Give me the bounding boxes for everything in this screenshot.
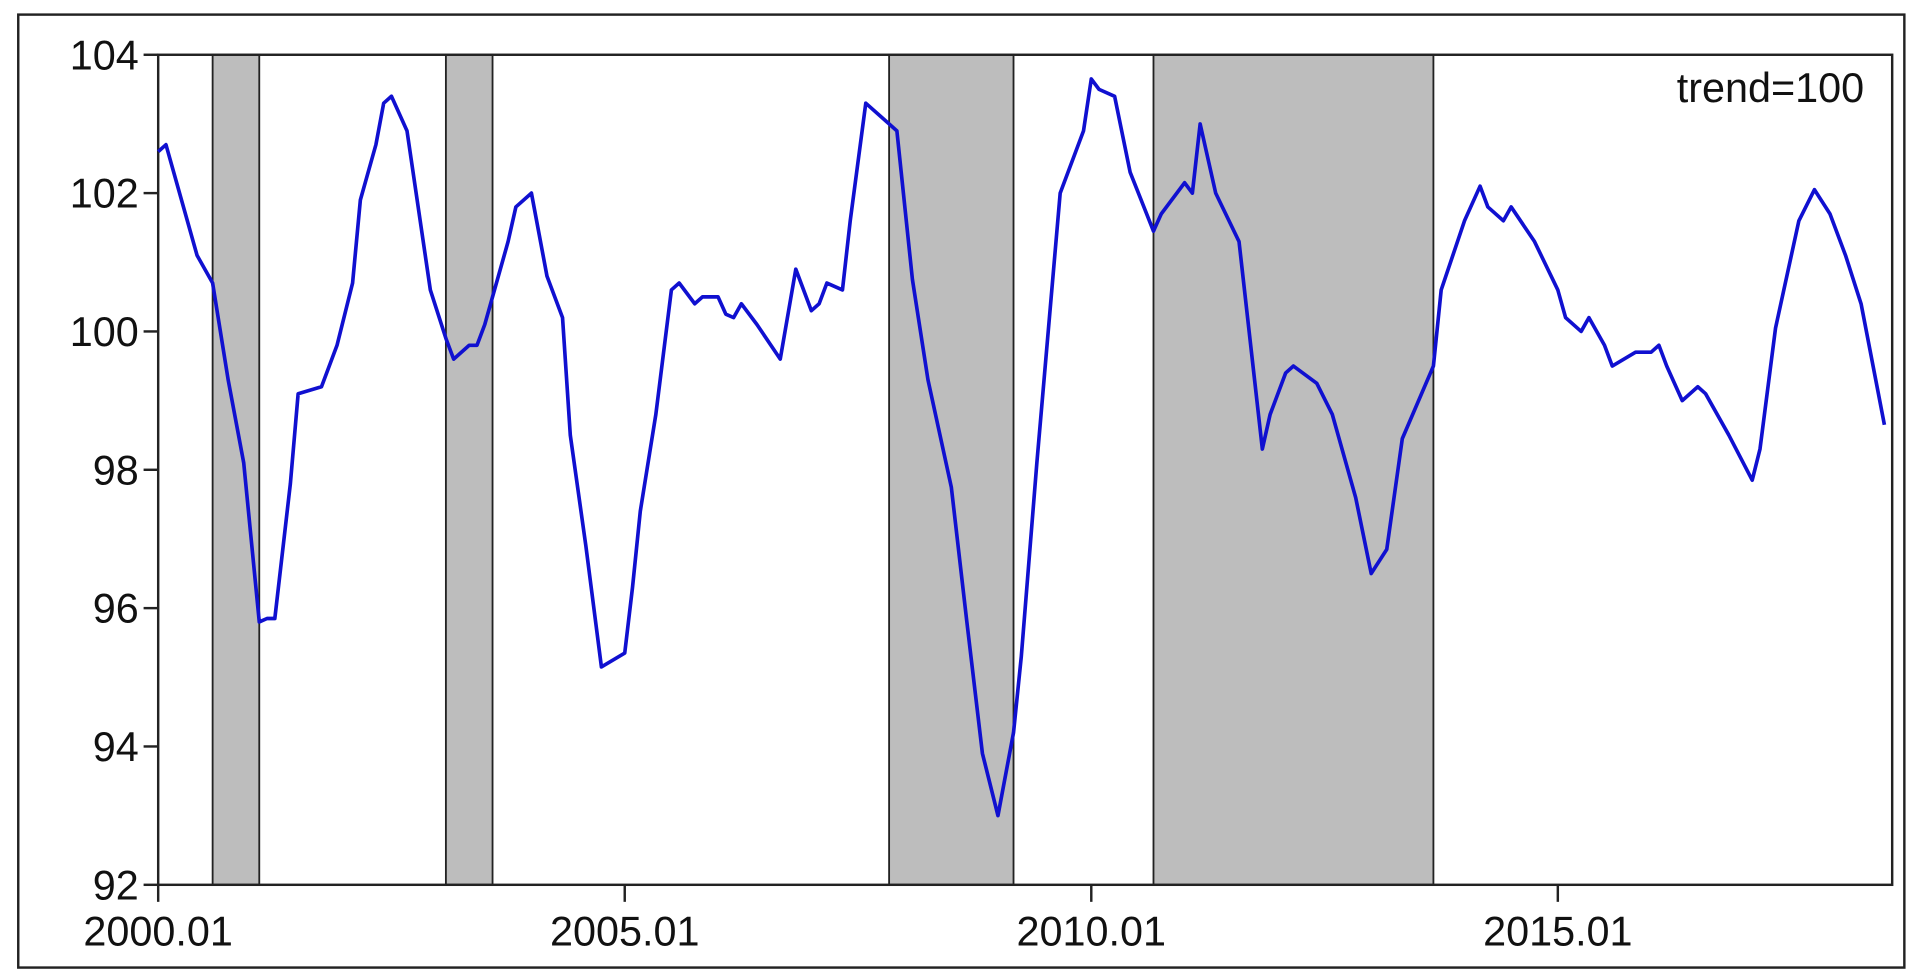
annotation: trend=100	[1677, 65, 1864, 111]
shaded-period	[888, 53, 1015, 886]
shaded-period	[211, 53, 261, 886]
y-tick-label: 92	[93, 862, 139, 908]
shaded-period	[1152, 53, 1435, 886]
y-tick-label: 104	[70, 32, 139, 78]
y-tick-label: 96	[93, 586, 139, 632]
y-tick-label: 102	[70, 171, 139, 217]
series-line	[156, 77, 1887, 818]
x-tick-label: 2015.01	[1483, 909, 1633, 955]
x-tick-label: 2005.01	[550, 909, 700, 955]
y-tick-label: 94	[93, 724, 139, 770]
shaded-period	[444, 53, 494, 886]
x-tick-label: 2000.01	[83, 909, 233, 955]
y-tick-label: 100	[70, 309, 139, 355]
y-tick-label: 98	[93, 447, 139, 493]
x-tick-label: 2010.01	[1017, 909, 1167, 955]
main-layer: 92 94 96 98 100 102 104 2000.01 2005.01 2010.01 20…	[70, 32, 1887, 955]
